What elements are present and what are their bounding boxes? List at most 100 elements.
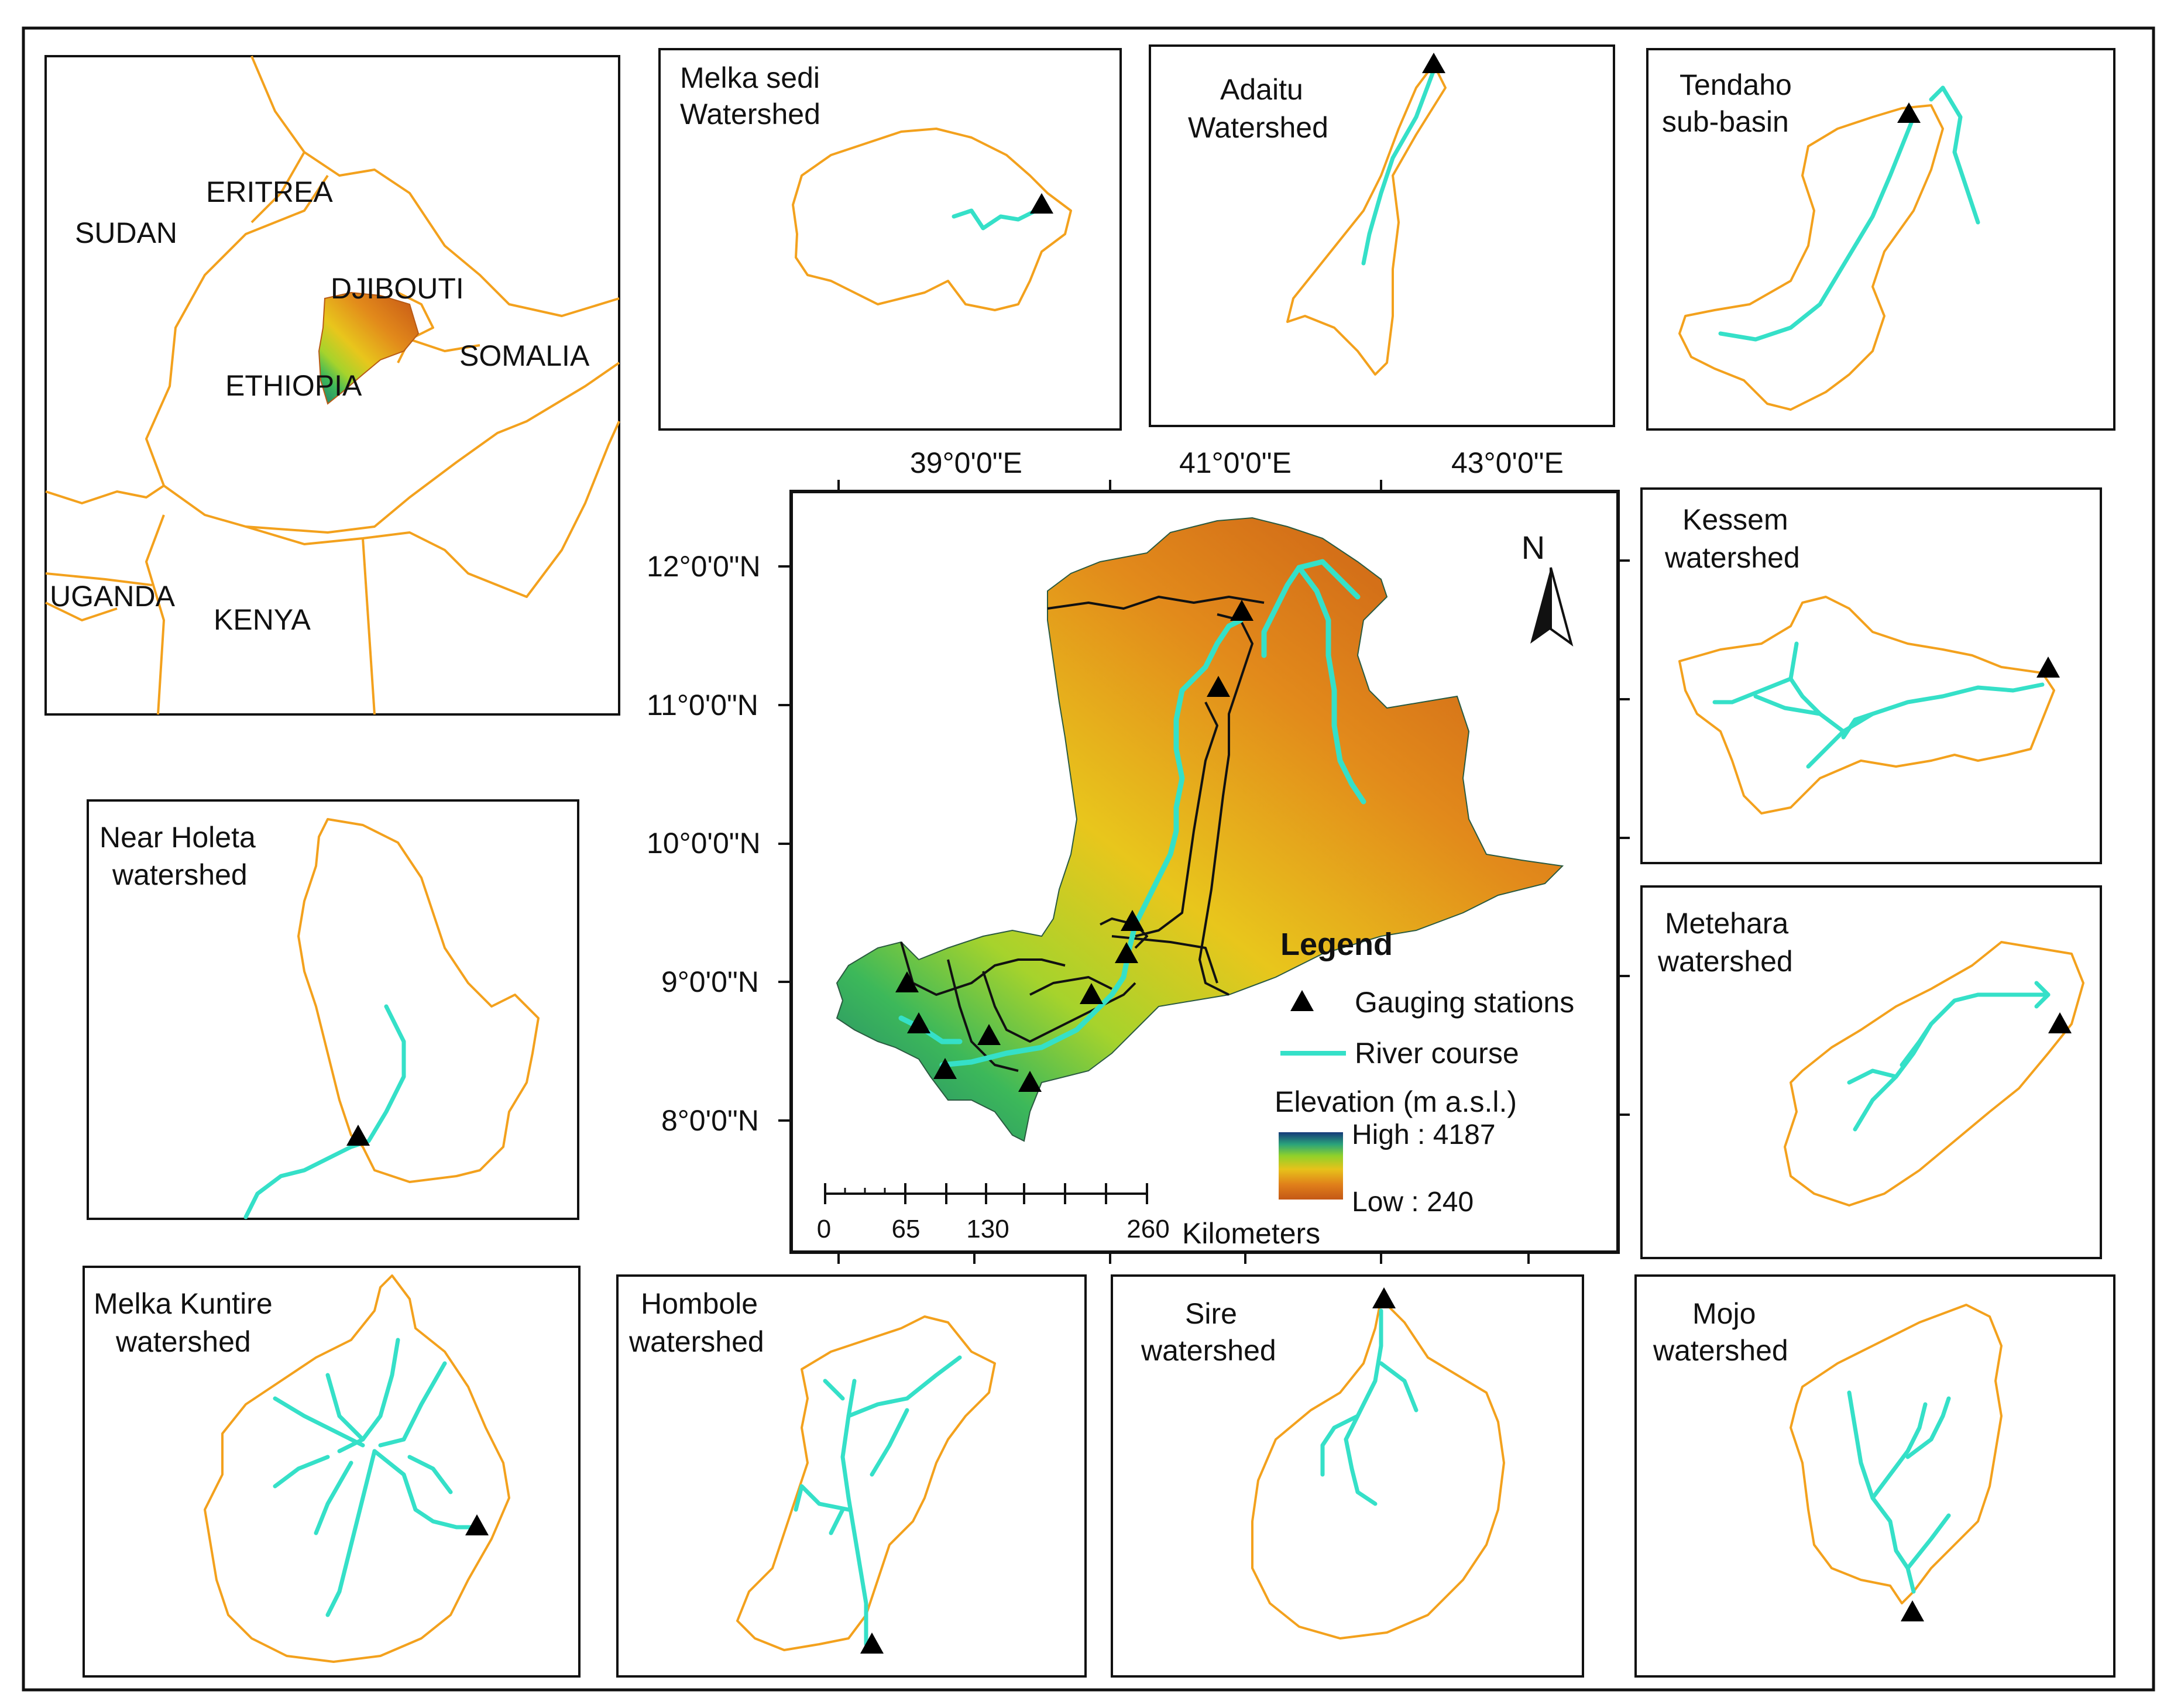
inset-label-somalia: SOMALIA [459, 339, 590, 372]
sire-river-4 [1344, 1437, 1378, 1506]
tendaho-river-main [1718, 115, 1916, 342]
tendaho-river-branch-2 [1929, 85, 1945, 102]
kessem-river-2 [1788, 641, 1846, 734]
melka-kuntire-river-8 [314, 1460, 353, 1535]
kessem-gauging-station-icon [2036, 657, 2060, 678]
main-river-awash [939, 617, 1244, 1068]
legend-low-label: Low : 240 [1352, 1187, 1474, 1218]
hombole-river-main [840, 1379, 868, 1647]
sire-title-2: watershed [1141, 1334, 1276, 1367]
melka-kuntire-river-3 [273, 1396, 365, 1448]
main-station-melka-sedi [907, 1012, 930, 1033]
main-river-tendaho [1296, 565, 1366, 805]
legend-elevation-title: Elevation (m a.s.l.) [1275, 1085, 1517, 1118]
inset-label-uganda: UGANDA [50, 580, 176, 613]
legend-high-label: High : 4187 [1352, 1119, 1496, 1150]
mojo-river-2 [1870, 1402, 1928, 1500]
main-station-mojo [1018, 1071, 1042, 1092]
scale-bar: 0 65 130 260 Kilometers [817, 1183, 1320, 1250]
legend-title: Legend [1280, 927, 1393, 962]
kessem-title-1: Kessem [1682, 503, 1788, 536]
panel-near-holeta: Near Holeta watershed [87, 799, 579, 1220]
mojo-title-1: Mojo [1692, 1297, 1756, 1330]
latitude-label-8: 8°0'0"N [661, 1104, 759, 1137]
inset-label-kenya: KENYA [214, 603, 311, 636]
metehara-river-4 [2034, 981, 2051, 1009]
subbasin-outline-north [1047, 596, 1265, 610]
inset-label-sudan: SUDAN [75, 216, 177, 249]
mojo-boundary [1790, 1304, 2003, 1604]
hombole-river-5 [829, 1507, 845, 1535]
hombole-title-1: Hombole [641, 1287, 758, 1320]
near-holeta-title-2: watershed [112, 858, 248, 891]
main-station-hombole [977, 1024, 1001, 1045]
metehara-boundary [1784, 941, 2084, 1207]
panel-metehara: Metehara watershed [1640, 885, 2102, 1259]
awash-basin-elevation [836, 517, 1564, 1142]
metehara-title-2: watershed [1657, 945, 1793, 978]
legend-gauging-icon [1290, 990, 1314, 1011]
melka-kuntire-river-6 [372, 1449, 476, 1530]
panel-melka-sedi: Melka sedi Watershed [658, 48, 1122, 431]
kessem-title-2: watershed [1664, 541, 1800, 574]
longitude-label-41: 41°0'0"E [1179, 446, 1292, 479]
melka-sedi-river [952, 205, 1044, 231]
adaitu-river [1361, 68, 1436, 266]
adaitu-title-1: Adaitu [1220, 73, 1303, 106]
metehara-gauging-station-icon [2048, 1012, 2072, 1033]
hombole-river-6 [823, 1379, 845, 1401]
main-station-2 [1207, 676, 1230, 697]
melka-kuntire-river-4 [378, 1361, 447, 1448]
panel-kessem: Kessem watershed [1640, 487, 2102, 864]
mojo-river-main [1847, 1390, 1916, 1594]
latitude-label-11: 11°0'0"N [647, 689, 758, 721]
main-station-holeta [895, 971, 919, 992]
adaitu-gauging-station-icon [1422, 53, 1445, 73]
panel-sire: Sire watershed [1111, 1274, 1584, 1678]
metehara-river-3 [1900, 1022, 1933, 1067]
scale-label-0: 0 [817, 1215, 831, 1243]
kessem-river-5 [1841, 712, 1875, 740]
north-arrow-icon: N [1522, 529, 1574, 647]
sire-title-1: Sire [1185, 1297, 1237, 1330]
sire-river-3 [1320, 1414, 1360, 1477]
melka-kuntire-boundary [204, 1274, 510, 1663]
hombole-boundary [736, 1315, 996, 1651]
main-station-melka-kuntire [933, 1058, 957, 1079]
panel-adaitu: Adaitu Watershed [1149, 44, 1615, 427]
scale-unit-label: Kilometers [1182, 1217, 1320, 1250]
melka-kuntire-river-2 [325, 1373, 365, 1442]
scale-label-65: 65 [892, 1215, 921, 1243]
sire-river-2 [1379, 1361, 1419, 1413]
inset-label-djibouti: DJIBOUTI [331, 272, 464, 305]
sire-river-main [1344, 1308, 1383, 1442]
legend: Legend Gauging stations River course Ele… [1275, 927, 1574, 1218]
metehara-title-1: Metehara [1665, 907, 1788, 940]
melka-sedi-gauging-station-icon [1030, 193, 1053, 214]
longitude-label-39: 39°0'0"E [910, 446, 1022, 479]
near-holeta-title-1: Near Holeta [99, 821, 256, 854]
inset-label-eritrea: ERITREA [206, 176, 333, 208]
tendaho-title-2: sub-basin [1662, 105, 1789, 138]
kessem-river-3 [1712, 676, 1793, 704]
melka-sedi-title-2: Watershed [680, 98, 820, 130]
tendaho-boundary [1678, 104, 1944, 411]
tendaho-river-branch [1941, 85, 1980, 225]
main-station-sire [1080, 983, 1103, 1004]
subbasin-outline-5 [947, 959, 1019, 1072]
panel-tendaho: Tendaho sub-basin [1646, 48, 2115, 431]
scale-label-260: 260 [1127, 1215, 1169, 1243]
adaitu-boundary [1286, 63, 1447, 376]
latitude-label-9: 9°0'0"N [661, 965, 759, 998]
scale-label-130: 130 [966, 1215, 1009, 1243]
subbasin-outline-6 [982, 971, 1136, 1043]
main-river-tendaho-branch [1296, 559, 1361, 600]
panel-mojo: Mojo watershed [1634, 1274, 2115, 1678]
melka-sedi-title-1: Melka sedi [680, 61, 820, 94]
subbasin-outline-2 [1135, 702, 1218, 937]
inset-map: SUDAN ERITREA DJIBOUTI SOMALIA ETHIOPIA … [44, 55, 620, 716]
main-map: 39°0'0"E 41°0'0"E 43°0'0"E 12°0'0"N 11°0… [647, 446, 1630, 1264]
sire-boundary [1251, 1298, 1505, 1640]
main-station-adaitu [1230, 600, 1253, 621]
hombole-gauging-station-icon [860, 1633, 884, 1654]
